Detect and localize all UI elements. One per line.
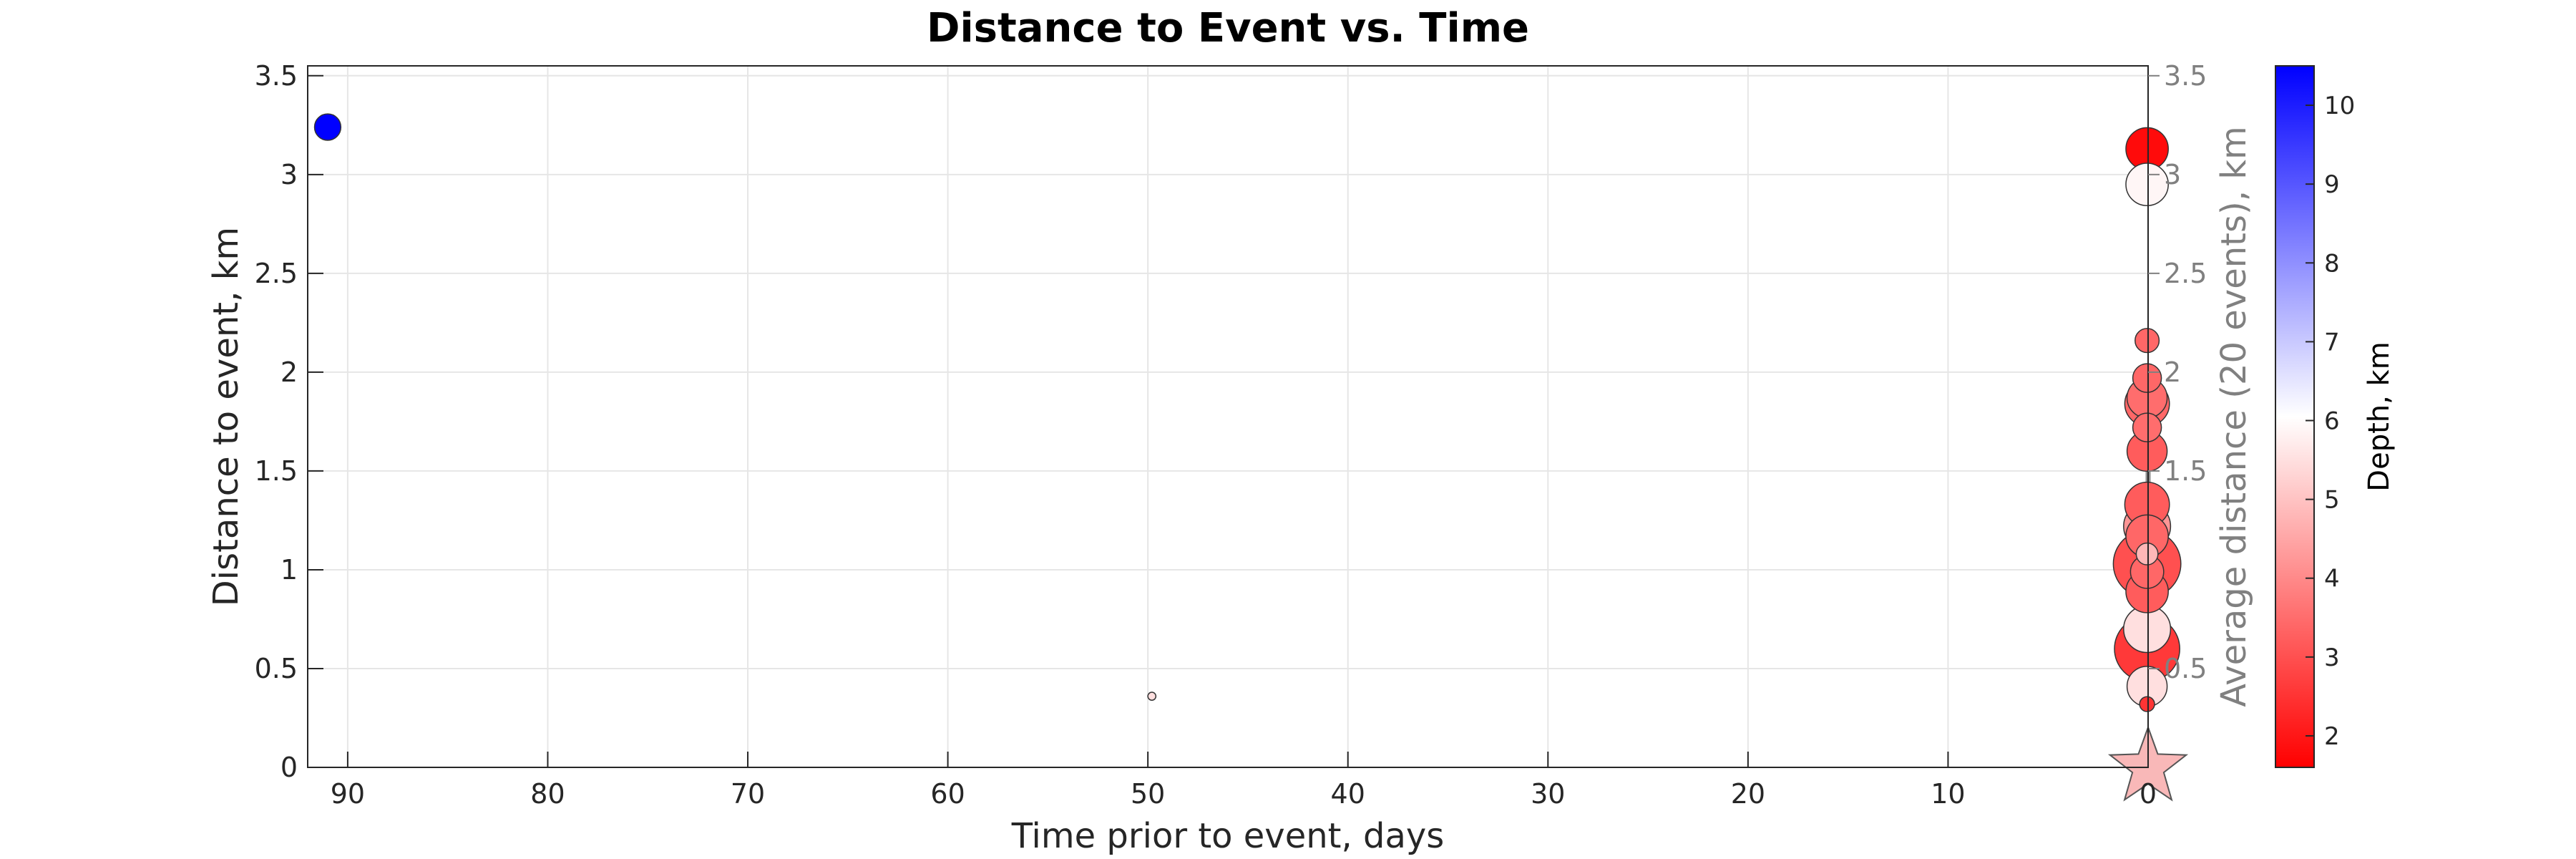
right-tick-label: 3 <box>2164 159 2181 190</box>
right-tick-label: 1.5 <box>2164 455 2207 487</box>
colorbar-tick-label: 9 <box>2324 170 2340 199</box>
event-point <box>2132 363 2162 393</box>
y-tick-label: 3 <box>280 159 298 190</box>
x-tick-label: 0 <box>2140 778 2157 810</box>
right-tick-label: 3.5 <box>2164 60 2207 92</box>
y-tick-label: 3.5 <box>255 60 298 92</box>
colorbar-tick-label: 10 <box>2324 92 2355 120</box>
event-point <box>1147 691 1157 701</box>
colorbar-ticks: 2 3 4 5 6 7 8 9 10 <box>2306 92 2355 751</box>
y-tick-label: 0.5 <box>255 653 298 684</box>
y-tick-label: 1.5 <box>255 455 298 487</box>
colorbar-tick-label: 7 <box>2324 328 2340 356</box>
right-axis-label: Average distance (20 events), km <box>2214 126 2254 707</box>
event-point <box>2139 696 2155 712</box>
y-tick-label: 2 <box>280 356 298 388</box>
event-point <box>2125 162 2169 206</box>
event-point <box>313 113 342 141</box>
colorbar-tick-label: 5 <box>2324 486 2340 515</box>
x-tick-label: 60 <box>930 778 965 810</box>
plot-area <box>308 66 2148 767</box>
colorbar-tick-label: 8 <box>2324 249 2340 278</box>
event-point <box>2132 412 2162 442</box>
colorbar <box>2275 65 2315 768</box>
x-axis-ticks: 90 80 70 60 50 40 30 20 10 0 <box>331 752 2157 810</box>
right-axis-ticks: 0.5 1.5 2 2.5 3 3.5 <box>2148 60 2207 684</box>
chart-title: Distance to Event vs. Time <box>927 5 1529 52</box>
x-tick-label: 30 <box>1531 778 1565 810</box>
y-axis-label: Distance to event, km <box>206 227 246 606</box>
x-tick-label: 70 <box>731 778 765 810</box>
y-axis-ticks: 0 0.5 1 1.5 2 2.5 3 3.5 <box>255 60 323 783</box>
right-tick-label: 2 <box>2164 356 2181 388</box>
x-tick-label: 50 <box>1131 778 1165 810</box>
x-tick-label: 90 <box>331 778 365 810</box>
colorbar-tick-label: 2 <box>2324 722 2340 751</box>
y-tick-label: 2.5 <box>255 258 298 289</box>
x-tick-label: 20 <box>1731 778 1765 810</box>
y-tick-label: 1 <box>280 554 298 586</box>
colorbar-tick-label: 6 <box>2324 407 2340 436</box>
right-tick-label: 2.5 <box>2164 258 2207 289</box>
x-tick-label: 40 <box>1331 778 1365 810</box>
plot-frame <box>307 65 2149 768</box>
x-tick-label: 10 <box>1931 778 1965 810</box>
axes <box>307 65 2149 768</box>
event-point <box>2135 542 2159 566</box>
colorbar-tick-label: 3 <box>2324 644 2340 672</box>
right-tick-label: 0.5 <box>2164 653 2207 684</box>
y-tick-label: 0 <box>280 752 298 783</box>
event-point <box>2135 328 2160 354</box>
colorbar-tick-label: 4 <box>2324 565 2340 593</box>
x-axis-label: Time prior to event, days <box>1011 816 1445 856</box>
x-tick-label: 80 <box>530 778 565 810</box>
colorbar-label: Depth, km <box>2363 341 2396 491</box>
